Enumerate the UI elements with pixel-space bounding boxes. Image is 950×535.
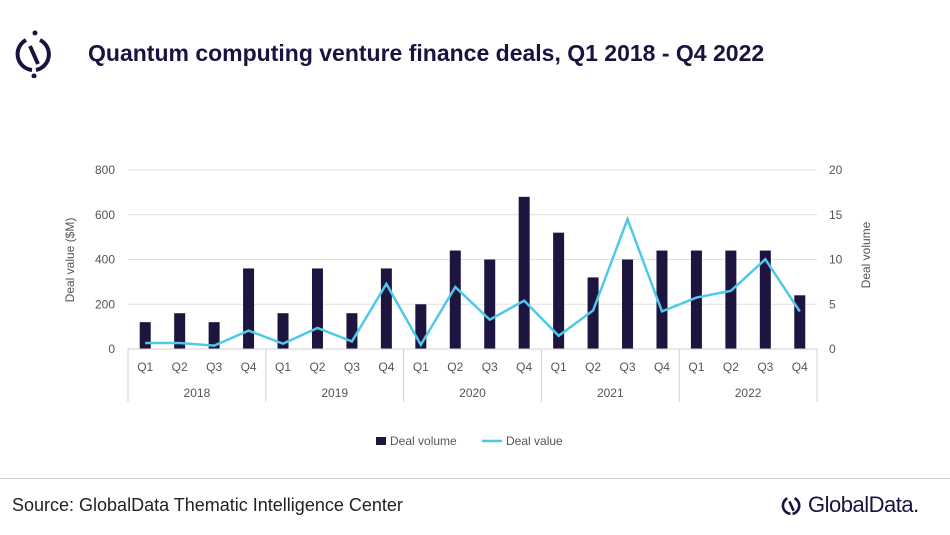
bar-deal-volume [587,277,599,349]
x-tick-label: Q2 [723,360,739,374]
x-group-label: 2020 [459,386,486,400]
x-tick-label: Q4 [241,360,257,374]
y-left-axis-label: Deal value ($M) [63,218,77,303]
brand-wordmark: GlobalData. [808,492,919,517]
bar-deal-volume [243,268,255,349]
bar-deal-volume [553,232,565,349]
x-group-label: 2021 [597,386,624,400]
x-tick-label: Q4 [654,360,670,374]
x-tick-label: Q2 [585,360,601,374]
divider [0,478,950,479]
bar-deal-volume [794,295,806,349]
legend-label-deal-volume: Deal volume [390,434,457,448]
y-right-tick-label: 0 [829,342,836,356]
bar-deal-volume [415,304,427,349]
y-right-tick-label: 10 [829,253,843,267]
bar-deal-volume [622,259,634,349]
x-tick-label: Q1 [137,360,153,374]
bar-deal-volume [449,250,461,349]
y-left-tick-label: 0 [108,342,115,356]
bar-deal-volume [380,268,392,349]
x-tick-label: Q1 [551,360,567,374]
x-tick-label: Q2 [172,360,188,374]
x-tick-label: Q3 [482,360,498,374]
legend-swatch-deal-volume [376,437,386,445]
bar-deal-volume [759,250,771,349]
x-group-label: 2022 [735,386,762,400]
x-tick-label: Q4 [516,360,532,374]
bar-deal-volume [208,322,220,349]
bar-deal-volume [311,268,323,349]
globaldata-logo-icon [781,497,801,516]
x-tick-label: Q2 [309,360,325,374]
x-tick-label: Q1 [275,360,291,374]
bar-deal-volume [656,250,668,349]
bar-deal-volume [725,250,737,349]
y-left-tick-label: 400 [95,253,115,267]
chart-title: Quantum computing venture finance deals,… [88,40,765,66]
x-tick-label: Q1 [413,360,429,374]
y-left-tick-label: 200 [95,297,115,311]
bar-deal-volume [277,313,289,349]
bar-deal-volume [139,322,151,349]
y-right-axis-label: Deal volume [859,221,873,288]
legend-label-deal-value: Deal value [506,434,563,448]
bar-deal-volume [346,313,358,349]
y-left-tick-label: 800 [95,163,115,177]
y-right-tick-label: 15 [829,208,843,222]
x-tick-label: Q2 [447,360,463,374]
x-tick-label: Q4 [792,360,808,374]
x-tick-label: Q3 [206,360,222,374]
x-tick-label: Q4 [378,360,394,374]
y-right-tick-label: 20 [829,163,843,177]
bar-deal-volume [484,259,496,349]
x-tick-label: Q1 [688,360,704,374]
bar-deal-volume [174,313,186,349]
bar-deal-volume [690,250,702,349]
chart: 0 200 400 600 800 0 5 10 15 20 Deal value ($M) Deal… [63,163,873,448]
x-group-label: 2018 [184,386,211,400]
x-group-label: 2019 [321,386,348,400]
bar-deal-volume [518,196,530,349]
brand: GlobalData. [780,490,919,520]
line-deal-value [145,215,801,348]
y-right-tick-label: 5 [829,297,836,311]
x-tick-label: Q3 [757,360,773,374]
source-note: Source: GlobalData Thematic Intelligence… [12,495,403,515]
x-tick-label: Q3 [620,360,636,374]
globaldata-logo-icon [15,30,51,78]
x-tick-label: Q3 [344,360,360,374]
y-left-tick-label: 600 [95,208,115,222]
